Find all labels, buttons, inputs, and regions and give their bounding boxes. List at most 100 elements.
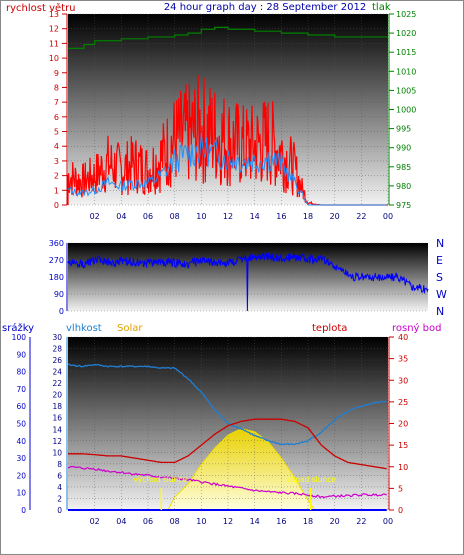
- humidity-tick-label: 18: [52, 402, 62, 411]
- wind-x-tick-label: 12: [223, 212, 233, 221]
- rain-tick-label: 30: [16, 454, 26, 463]
- temperature-tick-label: 20: [398, 420, 408, 429]
- wind-x-tick-label: 10: [196, 212, 206, 221]
- temperature-tick-label: 25: [398, 398, 408, 407]
- temp-x-tick-label: 08: [170, 517, 180, 526]
- humidity-series: [68, 363, 387, 446]
- humidity-tick-label: 24: [52, 368, 62, 377]
- humidity-tick-label: 0: [57, 506, 62, 515]
- pressure-tick-label: 990: [396, 144, 411, 153]
- wind-tick-label: 8: [54, 83, 59, 92]
- temperature-tick-label: 15: [398, 441, 408, 450]
- temperature-humidity-panel: 0102030405060708090100024681012141618202…: [12, 333, 409, 526]
- solar-label: Solar: [117, 323, 143, 334]
- pressure-tick-label: 980: [396, 182, 411, 191]
- wind-tick-label: 0: [54, 201, 59, 210]
- humidity-axis-title: vlhkost: [66, 323, 102, 334]
- rain-tick-label: 0: [21, 506, 26, 515]
- dewpoint-label: rosný bod: [392, 322, 441, 334]
- pressure-tick-label: 975: [396, 201, 411, 210]
- graph-title: 24 hour graph day : 28 September 2012: [164, 2, 366, 13]
- wind-x-tick-label: 06: [143, 212, 153, 221]
- rain-tick-label: 40: [16, 437, 26, 446]
- temp-x-tick-label: 06: [143, 517, 153, 526]
- pressure-series: [68, 26, 388, 49]
- temperature-axis-title: teplota: [312, 323, 347, 334]
- temp-x-tick-label: 18: [303, 517, 313, 526]
- direction-lines: [67, 252, 429, 312]
- temperature-tick-label: 30: [398, 376, 408, 385]
- pressure-tick-label: 1005: [396, 86, 416, 95]
- pressure-axis: 975 980 985 990 995 1000 1005 1010 1015 1020 1025: [388, 10, 416, 210]
- compass-tick-label: E: [436, 254, 443, 267]
- temperature-tick-label: 10: [398, 463, 408, 472]
- sun-annotations: východ slunce západ slunce: [133, 475, 336, 510]
- direction-axis: 0 90 180 270 360: [49, 239, 68, 316]
- humidity-tick-label: 12: [52, 437, 62, 446]
- compass-tick-label: N: [436, 237, 444, 250]
- direction-tick-label: 90: [54, 290, 64, 299]
- wind-tick-label: 2: [54, 172, 59, 181]
- humidity-tick-label: 8: [57, 460, 62, 469]
- humidity-tick-label: 30: [52, 333, 62, 342]
- pressure-tick-label: 1000: [396, 106, 416, 115]
- wind-x-tick-label: 16: [276, 212, 286, 221]
- rain-tick-label: 10: [16, 489, 26, 498]
- humidity-tick-label: 28: [52, 345, 62, 354]
- sunrise-label: východ slunce: [133, 475, 187, 484]
- temp-x-axis: 02 04 06 08 10 12 14 16 18 20 22 00: [90, 517, 394, 526]
- rain-tick-label: 50: [16, 420, 26, 429]
- humidity-tick-label: 16: [52, 414, 62, 423]
- wind-tick-label: 6: [54, 113, 59, 122]
- temperature-tick-label: 5: [398, 484, 403, 493]
- wind-tick-label: 11: [49, 39, 59, 48]
- pressure-tick-label: 1020: [396, 29, 416, 38]
- compass-tick-label: S: [436, 271, 443, 284]
- wind-x-tick-label: 18: [303, 212, 313, 221]
- sunset-label: západ slunce: [287, 475, 337, 484]
- humidity-tick-label: 20: [52, 391, 62, 400]
- temp-x-tick-label: 22: [356, 517, 366, 526]
- temperature-tick-label: 0: [398, 506, 403, 515]
- wind-tick-label: 12: [49, 25, 59, 34]
- wind-x-tick-label: 02: [90, 212, 100, 221]
- dewpoint-series: [68, 465, 387, 499]
- temp-x-tick-label: 10: [196, 517, 206, 526]
- rain-tick-label: 20: [16, 471, 26, 480]
- humidity-tick-label: 14: [52, 425, 62, 434]
- temp-x-tick-label: 16: [276, 517, 286, 526]
- pressure-tick-label: 1015: [396, 48, 416, 57]
- wind-tick-label: 10: [49, 54, 59, 63]
- wind-average-series: [67, 132, 387, 206]
- wind-direction-series: [67, 252, 429, 312]
- pressure-tick-label: 1025: [396, 10, 416, 19]
- humidity-tick-label: 22: [52, 379, 62, 388]
- direction-tick-label: 180: [49, 273, 64, 282]
- pressure-tick-label: 1010: [396, 67, 416, 76]
- temp-x-tick-label: 12: [223, 517, 233, 526]
- rain-tick-label: 60: [16, 402, 26, 411]
- direction-tick-label: 360: [49, 239, 64, 248]
- wind-x-tick-label: 08: [170, 212, 180, 221]
- rain-tick-label: 70: [16, 385, 26, 394]
- wind-x-tick-label: 22: [356, 212, 366, 221]
- temp-x-tick-label: 00: [383, 517, 393, 526]
- pressure-axis-title: tlak: [372, 2, 391, 13]
- wind-tick-label: 9: [54, 69, 59, 78]
- direction-tick-label: 0: [59, 307, 64, 316]
- compass-tick-label: W: [436, 288, 447, 301]
- wind-x-tick-label: 20: [330, 212, 340, 221]
- humidity-tick-label: 6: [57, 471, 62, 480]
- temperature-tick-label: 35: [398, 355, 408, 364]
- wind-x-tick-label: 04: [116, 212, 126, 221]
- temp-grid: [68, 336, 389, 511]
- rain-tick-label: 100: [12, 333, 27, 342]
- humidity-tick-label: 10: [52, 448, 62, 457]
- wind-tick-label: 3: [54, 157, 59, 166]
- wind-tick-label: 4: [54, 142, 59, 151]
- pressure-tick-label: 995: [396, 125, 411, 134]
- wind-axis-title: rychlost větru: [6, 2, 76, 14]
